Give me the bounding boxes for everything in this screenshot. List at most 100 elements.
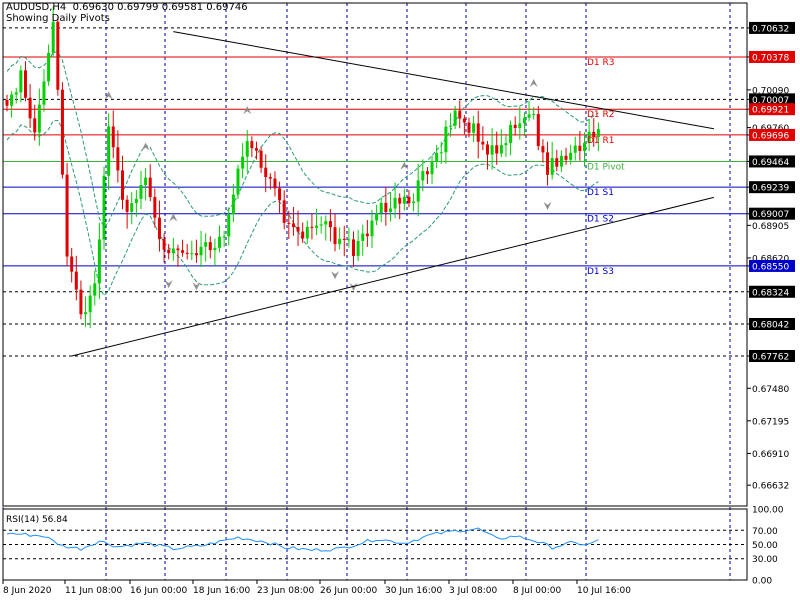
candles (5, 6, 600, 329)
fractal-down (543, 201, 552, 210)
candle-body (356, 240, 360, 256)
candle-body (352, 239, 355, 256)
candle-body (495, 145, 499, 154)
candle-body (522, 117, 526, 124)
candle-body (153, 197, 157, 218)
price-marker (749, 259, 795, 272)
candle-body (241, 156, 245, 169)
time-tick-label: 18 Jun 16:00 (193, 586, 250, 596)
candle-body (412, 201, 416, 204)
fractal-down (164, 280, 173, 289)
candle-body (583, 142, 586, 152)
time-tick-label: 16 Jun 00:00 (130, 586, 187, 596)
price-marker (749, 181, 795, 194)
candle-body (398, 197, 402, 204)
price-tick-label: 0.69007 (752, 210, 789, 220)
trendlines[interactable] (71, 31, 714, 357)
candle-body (361, 233, 365, 241)
candle-body (56, 21, 60, 90)
candle-body (5, 99, 9, 106)
candle-body (338, 238, 342, 245)
pivot-label: D1 R3 (587, 58, 615, 68)
candle-body (65, 174, 69, 257)
candle-body (467, 122, 471, 133)
candle-body (587, 131, 591, 143)
candle-body (573, 145, 577, 153)
candle-body (121, 170, 124, 200)
candle-body (430, 161, 434, 175)
rsi-line (6, 527, 599, 552)
candle-body (444, 126, 448, 153)
candle-body (569, 152, 573, 160)
price-tick-label: 0.68620 (752, 254, 789, 264)
candle-body (592, 131, 596, 138)
candle-body (264, 167, 268, 178)
candle-body (14, 92, 18, 95)
pivot-labels: D1 R3 D1 R2 D1 R1 D1 Pivot D1 S1 D1 S2 D1 S3 (587, 58, 625, 277)
candle-body (185, 252, 189, 254)
candle-body (458, 110, 462, 119)
price-axis[interactable]: 0.706320.703780.700900.700070.699210.697… (747, 21, 795, 492)
candle-body (282, 200, 286, 223)
candle-body (532, 113, 536, 115)
candle-body (564, 155, 568, 160)
fractal-up (104, 91, 113, 100)
candle-body (278, 188, 282, 201)
candle-body (365, 233, 369, 237)
chart-frame (2, 2, 748, 507)
candle-body (518, 123, 522, 128)
candle-body (88, 295, 92, 313)
time-tick-label: 3 Jul 08:00 (449, 586, 498, 596)
time-axis[interactable]: 8 Jun 2020 11 Jun 08:00 16 Jun 00:00 18 Jun… (2, 580, 631, 596)
candle-body (157, 217, 161, 240)
price-marker (749, 155, 795, 168)
price-tick-label: 0.67762 (752, 353, 789, 363)
candle-body (453, 110, 457, 126)
candle-body (60, 89, 64, 175)
candle-body (181, 250, 185, 253)
candle-body (47, 52, 51, 82)
fractal-up (141, 142, 150, 151)
price-marker (749, 318, 795, 331)
candle-body (393, 197, 397, 209)
price-tick-label: 0.69696 (752, 131, 789, 141)
candle-body (10, 94, 14, 106)
candle-body (347, 239, 351, 241)
candle-body (259, 150, 263, 168)
candle-body (559, 155, 563, 167)
trendline[interactable] (173, 31, 714, 130)
candle-body (245, 141, 249, 157)
candle-body (42, 81, 46, 105)
price-tick-label: 0.70378 (752, 53, 789, 63)
candle-body (388, 208, 392, 212)
rsi-tick-label: 50.00 (752, 541, 778, 551)
candle-body (509, 124, 513, 144)
price-levels (3, 27, 747, 357)
candle-body (102, 175, 106, 240)
candle-body (287, 222, 291, 224)
candle-body (51, 21, 55, 53)
candle-body (84, 312, 88, 315)
candle-body (375, 213, 379, 221)
rsi-title: RSI(14) 56.84 (6, 515, 68, 525)
candle-body (504, 143, 508, 146)
time-tick-label: 10 Jul 16:00 (577, 586, 631, 596)
candle-body (107, 126, 111, 176)
time-tick-label: 26 Jun 00:00 (320, 586, 377, 596)
upper-band (6, 51, 599, 228)
price-tick-label: 0.66910 (752, 450, 789, 460)
candle-body (194, 253, 198, 256)
price-tick-label: 0.68324 (752, 288, 789, 298)
price-marker (749, 21, 795, 34)
trendline[interactable] (71, 196, 714, 357)
candle-body (490, 145, 494, 155)
candle-body (481, 141, 485, 145)
pivot-label: D1 S1 (587, 188, 614, 198)
candle-body (28, 97, 32, 119)
candle-body (416, 180, 420, 202)
candle-body (79, 289, 83, 315)
candle-body (23, 70, 27, 98)
candle-body (379, 202, 383, 214)
